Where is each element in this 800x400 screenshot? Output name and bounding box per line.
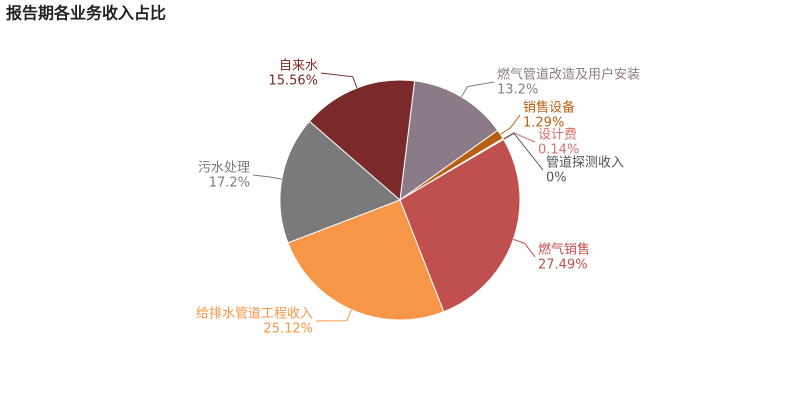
leader-line [503,132,544,171]
slice-label: 燃气销售 [538,242,590,258]
leader-line [315,309,352,322]
pie-slice [279,120,401,244]
leader-line [252,174,282,180]
slice-label: 销售设备 [523,100,575,116]
slice-value: 17.2% [209,176,250,191]
pie-slice [308,79,416,201]
slice-label: 污水处理 [198,161,250,176]
slice-value: 0.14% [538,143,579,158]
slice-label: 管道探测收入 [546,156,624,171]
slice-label: 给排水管道工程收入 [196,307,313,322]
pie-slice [399,80,499,202]
slice-value: 27.49% [538,258,588,273]
slice-value: 0% [546,171,567,186]
leader-line [460,81,495,98]
chart-title: 报告期各业务收入占比 [6,4,166,23]
leader-line [513,238,536,258]
leader-line [503,132,536,143]
leader-line [320,72,358,89]
slice-label: 燃气管道改造及用户安装 [497,67,640,83]
slice-value: 1.29% [523,116,564,131]
leader-line [500,114,521,135]
slice-value: 25.12% [263,322,313,337]
slice-value: 13.2% [497,83,538,98]
slice-label: 设计费 [538,128,577,143]
pie-slice [287,199,445,321]
pie-slice [399,138,521,313]
slice-value: 15.56% [268,74,318,89]
slice-label: 自来水 [279,59,318,74]
